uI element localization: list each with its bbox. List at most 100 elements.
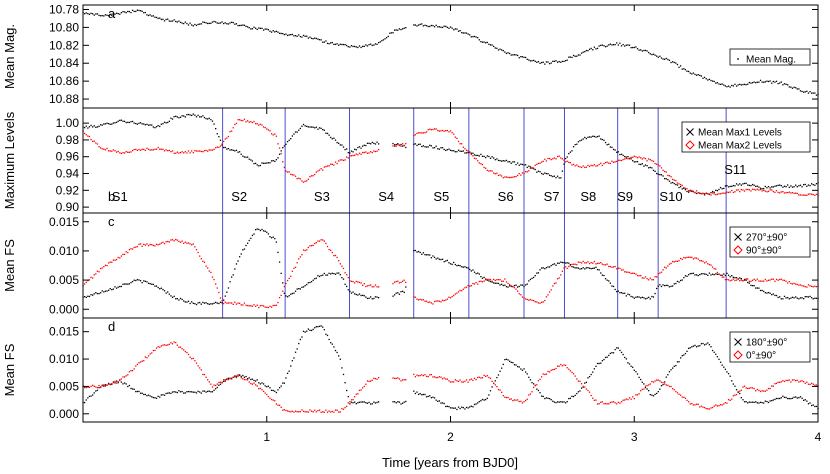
point (373, 142, 375, 145)
point (344, 382, 346, 384)
point (171, 296, 174, 298)
point (501, 283, 503, 286)
point (274, 304, 276, 307)
point (477, 283, 479, 285)
point (660, 381, 663, 383)
point (731, 189, 733, 192)
point (160, 287, 162, 289)
point (211, 391, 214, 393)
point (793, 186, 795, 188)
point (780, 397, 782, 399)
point (619, 292, 621, 294)
point (298, 411, 300, 413)
point (274, 160, 276, 163)
point (192, 243, 194, 245)
point (230, 276, 233, 278)
point (143, 123, 145, 125)
point (238, 151, 241, 153)
point (783, 396, 786, 399)
point (796, 88, 798, 90)
point (224, 379, 226, 381)
point (331, 410, 333, 413)
point (612, 285, 615, 288)
point (376, 43, 378, 46)
point (363, 295, 365, 297)
point (791, 87, 794, 89)
point (446, 259, 449, 262)
point (184, 350, 186, 353)
point (414, 134, 417, 136)
point (151, 124, 153, 126)
point (397, 143, 399, 145)
point (338, 44, 340, 46)
point (465, 379, 468, 381)
point (277, 301, 279, 304)
point (588, 136, 591, 138)
point (250, 378, 252, 381)
point (443, 148, 445, 151)
point (377, 401, 380, 403)
point (766, 292, 768, 294)
point (211, 303, 214, 305)
point (462, 381, 464, 383)
point (437, 400, 439, 403)
point (111, 123, 113, 125)
point (635, 46, 637, 48)
point (470, 152, 472, 154)
point (416, 374, 418, 376)
point (719, 193, 722, 195)
point (301, 254, 303, 256)
point (747, 402, 749, 404)
point (648, 384, 650, 386)
point (748, 401, 750, 403)
point (333, 272, 335, 275)
point (603, 139, 605, 141)
point (587, 266, 589, 269)
point (175, 298, 177, 300)
point (787, 397, 789, 400)
point (266, 386, 268, 388)
point (413, 296, 415, 298)
point (312, 244, 314, 247)
point (577, 267, 580, 269)
point (684, 189, 687, 191)
point (240, 153, 242, 155)
point (807, 92, 810, 94)
point (286, 141, 289, 143)
point (568, 161, 570, 164)
point (472, 152, 474, 154)
point (103, 291, 105, 293)
point (403, 27, 405, 29)
point (122, 120, 124, 122)
point (338, 411, 340, 413)
point (208, 270, 210, 272)
point (644, 164, 647, 166)
point (178, 299, 180, 301)
point (376, 141, 378, 143)
point (692, 258, 695, 260)
point (448, 262, 450, 264)
point (457, 380, 460, 383)
point (515, 54, 517, 56)
point (721, 274, 723, 276)
point (507, 52, 509, 54)
point (638, 296, 640, 298)
point (555, 282, 557, 284)
point (563, 401, 565, 403)
point (572, 163, 575, 166)
point (360, 153, 362, 155)
point (136, 245, 139, 248)
point (732, 276, 735, 279)
point (555, 401, 557, 404)
point (552, 60, 554, 62)
point (173, 116, 175, 118)
point (469, 379, 471, 381)
point (489, 390, 492, 392)
point (809, 184, 811, 187)
point (109, 261, 111, 263)
point (481, 163, 484, 166)
point (347, 157, 349, 159)
point (207, 379, 209, 381)
point (339, 411, 341, 413)
